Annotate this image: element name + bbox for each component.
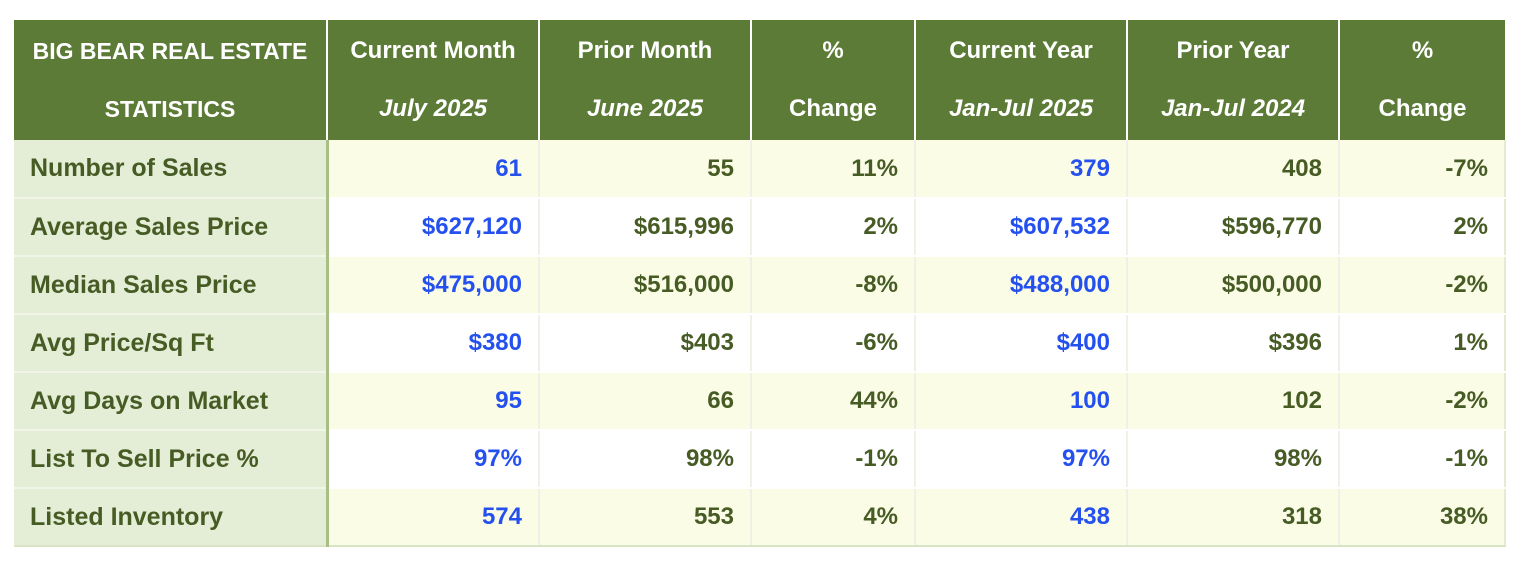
cell: 55 — [539, 140, 752, 199]
column-sublabel: Change — [1378, 95, 1467, 122]
table-row: Avg Days on Market 95 66 44% 100 102 -2% — [14, 372, 1506, 431]
table-row: List To Sell Price % 97% 98% -1% 97% 98% -1% — [14, 430, 1506, 489]
cell: 97% — [915, 430, 1128, 489]
cell: 2% — [1339, 198, 1506, 257]
cell: 98% — [1127, 430, 1340, 489]
column-sublabel: Jan-Jul 2025 — [948, 95, 1094, 122]
cell: $607,532 — [915, 198, 1128, 257]
cell: 318 — [1127, 488, 1340, 547]
column-label: Prior Year — [1176, 37, 1290, 64]
row-label: Avg Price/Sq Ft — [14, 314, 329, 373]
stats-table-body: Number of Sales 61 55 11% 379 408 -7% Average S… — [14, 140, 1506, 547]
cell: 1% — [1339, 314, 1506, 373]
cell: $615,996 — [539, 198, 752, 257]
column-header-0: Current Month July 2025 — [327, 20, 540, 140]
cell: 438 — [915, 488, 1128, 547]
column-label: % — [822, 37, 844, 64]
cell: 553 — [539, 488, 752, 547]
cell: $627,120 — [327, 198, 540, 257]
row-label: Median Sales Price — [14, 256, 329, 315]
column-header-5: % Change — [1339, 20, 1505, 140]
table-title-line1: BIG BEAR REAL ESTATE — [32, 38, 308, 64]
cell: 11% — [751, 140, 916, 199]
column-label: % — [1411, 37, 1434, 64]
cell: -8% — [751, 256, 916, 315]
table-title: BIG BEAR REAL ESTATE STATISTICS — [14, 20, 328, 140]
cell: 574 — [327, 488, 540, 547]
cell: 98% — [539, 430, 752, 489]
row-label: List To Sell Price % — [14, 430, 329, 489]
cell: 97% — [327, 430, 540, 489]
column-sublabel: Change — [788, 95, 877, 122]
column-header-2: % Change — [751, 20, 916, 140]
cell: $380 — [327, 314, 540, 373]
cell: 408 — [1127, 140, 1340, 199]
cell: 102 — [1127, 372, 1340, 431]
cell: $516,000 — [539, 256, 752, 315]
cell: $475,000 — [327, 256, 540, 315]
cell: 2% — [751, 198, 916, 257]
table-row: Median Sales Price $475,000 $516,000 -8% $48… — [14, 256, 1506, 315]
table-row: Avg Price/Sq Ft $380 $403 -6% $400 $396 1% — [14, 314, 1506, 373]
column-label: Prior Month — [577, 37, 713, 64]
cell: 44% — [751, 372, 916, 431]
row-label: Listed Inventory — [14, 488, 329, 547]
cell: -1% — [751, 430, 916, 489]
column-label: Current Month — [350, 37, 516, 64]
cell: 379 — [915, 140, 1128, 199]
table-row: Number of Sales 61 55 11% 379 408 -7% — [14, 140, 1506, 199]
table-row: Listed Inventory 574 553 4% 438 318 38% — [14, 488, 1506, 547]
cell: 66 — [539, 372, 752, 431]
column-header-3: Current Year Jan-Jul 2025 — [915, 20, 1128, 140]
column-sublabel: July 2025 — [378, 95, 488, 122]
header-row: BIG BEAR REAL ESTATE STATISTICS Current … — [14, 20, 1505, 140]
cell: -2% — [1339, 256, 1506, 315]
column-header-1: Prior Month June 2025 — [539, 20, 752, 140]
cell: $488,000 — [915, 256, 1128, 315]
cell: $500,000 — [1127, 256, 1340, 315]
cell: $400 — [915, 314, 1128, 373]
table-title-line2: STATISTICS — [104, 96, 236, 122]
row-label: Number of Sales — [14, 140, 329, 199]
column-sublabel: Jan-Jul 2024 — [1160, 95, 1306, 122]
cell: -7% — [1339, 140, 1506, 199]
cell: 4% — [751, 488, 916, 547]
column-label: Current Year — [949, 37, 1093, 64]
cell: 61 — [327, 140, 540, 199]
table-row: Average Sales Price $627,120 $615,996 2% $60… — [14, 198, 1506, 257]
cell: 100 — [915, 372, 1128, 431]
column-header-4: Prior Year Jan-Jul 2024 — [1127, 20, 1340, 140]
row-label: Average Sales Price — [14, 198, 329, 257]
cell: 38% — [1339, 488, 1506, 547]
stats-table: BIG BEAR REAL ESTATE STATISTICS Current … — [14, 20, 1506, 547]
cell: 95 — [327, 372, 540, 431]
cell: -1% — [1339, 430, 1506, 489]
row-label: Avg Days on Market — [14, 372, 329, 431]
column-sublabel: June 2025 — [586, 95, 704, 122]
cell: $396 — [1127, 314, 1340, 373]
cell: -2% — [1339, 372, 1506, 431]
cell: $596,770 — [1127, 198, 1340, 257]
cell: -6% — [751, 314, 916, 373]
cell: $403 — [539, 314, 752, 373]
